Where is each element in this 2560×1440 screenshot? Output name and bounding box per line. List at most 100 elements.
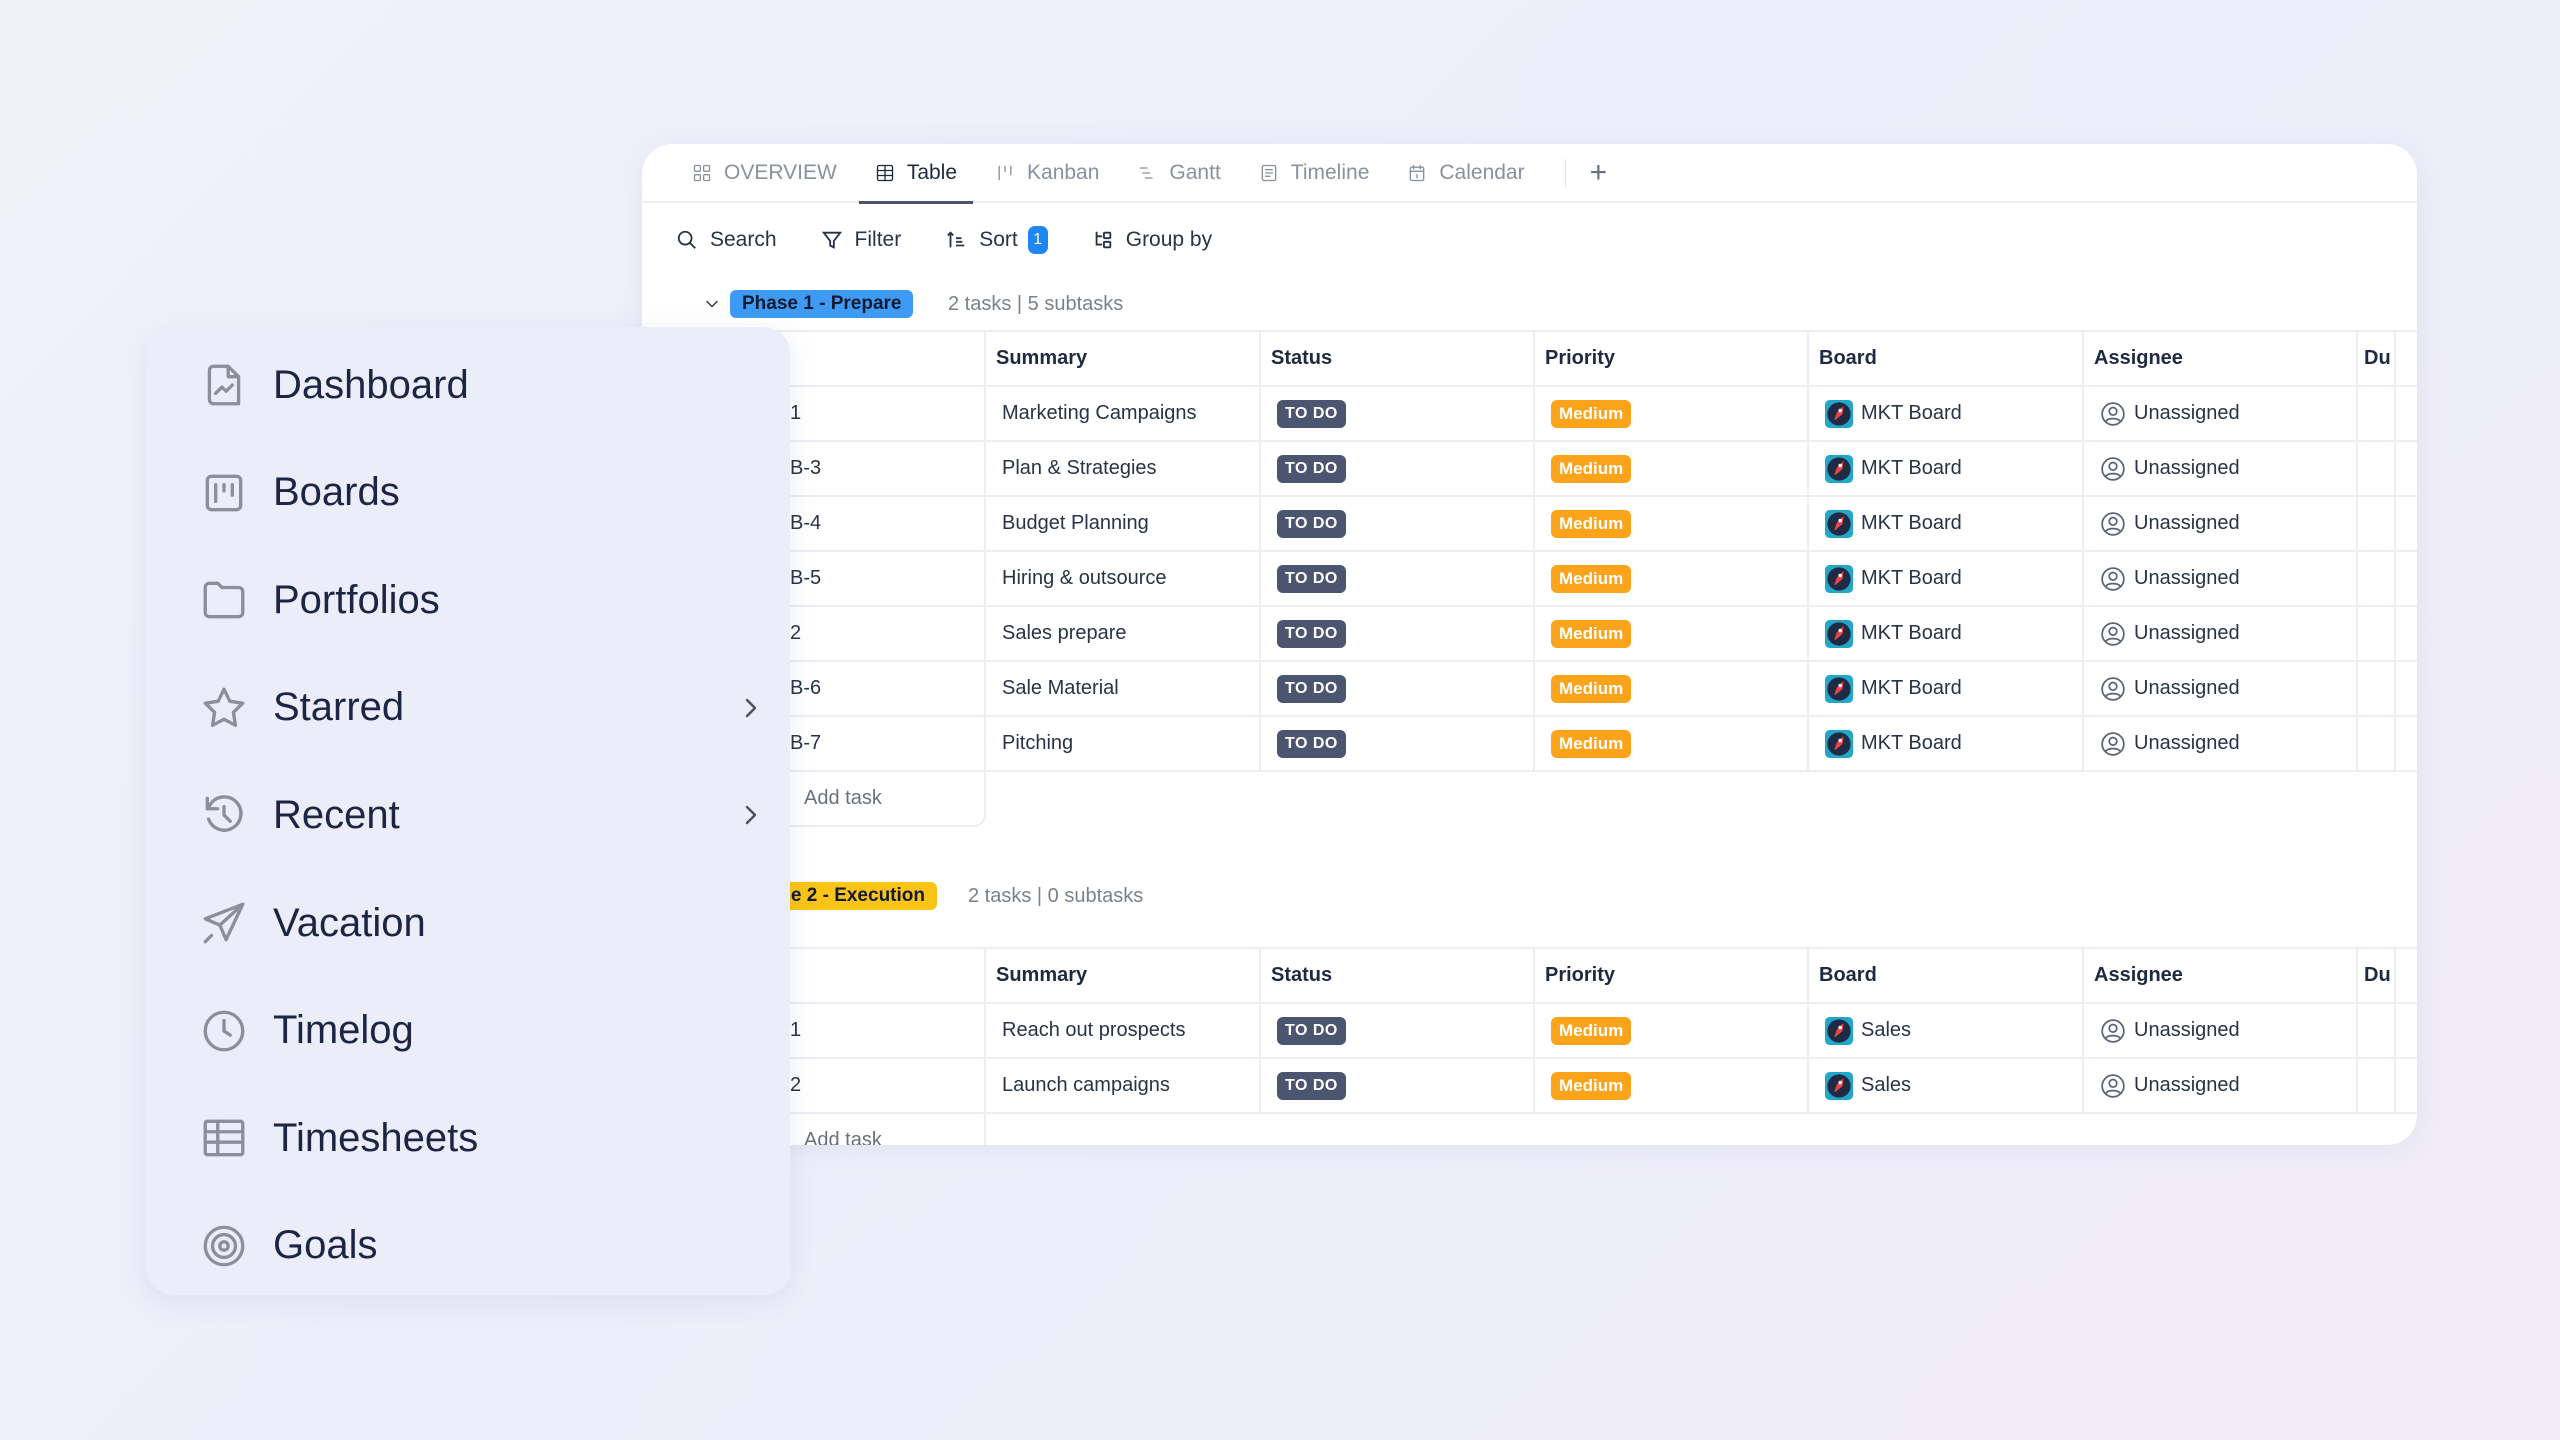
- column-header[interactable]: Assignee: [2084, 949, 2358, 1002]
- tab-timeline[interactable]: Timeline: [1243, 144, 1386, 202]
- column-header[interactable]: Priority: [1535, 949, 1809, 1002]
- status-badge[interactable]: TO DO: [1277, 1016, 1346, 1045]
- priority-cell[interactable]: Medium: [1535, 442, 1809, 495]
- priority-badge[interactable]: Medium: [1551, 619, 1632, 648]
- status-badge[interactable]: TO DO: [1277, 729, 1346, 758]
- sidebar-item-portfolios[interactable]: Portfolios: [147, 555, 790, 645]
- task-summary[interactable]: Marketing Campaigns: [986, 387, 1261, 440]
- sidebar-item-vacation[interactable]: Vacation: [147, 878, 790, 968]
- status-badge[interactable]: TO DO: [1277, 399, 1346, 428]
- group-label-badge[interactable]: Phase 1 - Prepare: [730, 290, 914, 318]
- priority-cell[interactable]: Medium: [1535, 497, 1809, 550]
- due-cell[interactable]: [2358, 387, 2396, 440]
- board-cell[interactable]: MKT Board: [1809, 607, 2084, 660]
- priority-cell[interactable]: Medium: [1535, 662, 1809, 715]
- board-cell[interactable]: MKT Board: [1809, 662, 2084, 715]
- task-summary[interactable]: Launch campaigns: [986, 1059, 1261, 1112]
- task-summary[interactable]: Budget Planning: [986, 497, 1261, 550]
- priority-badge[interactable]: Medium: [1551, 1071, 1632, 1100]
- task-id[interactable]: B-4: [642, 497, 986, 550]
- tab-table[interactable]: Table: [858, 144, 974, 204]
- sidebar-item-boards[interactable]: Boards: [147, 448, 790, 538]
- due-cell[interactable]: [2358, 1059, 2396, 1112]
- due-cell[interactable]: [2358, 497, 2396, 550]
- task-summary[interactable]: Sale Material: [986, 662, 1261, 715]
- status-badge[interactable]: TO DO: [1277, 619, 1346, 648]
- table-row[interactable]: B-7 Pitching TO DO Medium MKT Board Unassigne…: [642, 717, 2417, 772]
- sort-button[interactable]: Sort 1: [945, 226, 1048, 254]
- table-row[interactable]: 2 Launch campaigns TO DO Medium Sales Unassig…: [642, 1059, 2417, 1114]
- assignee[interactable]: Unassigned: [2100, 401, 2240, 427]
- table-row[interactable]: 1 Marketing Campaigns TO DO Medium MKT Board…: [642, 387, 2417, 442]
- due-cell[interactable]: [2358, 662, 2396, 715]
- task-id[interactable]: B-5: [642, 552, 986, 605]
- column-header[interactable]: [642, 949, 986, 1002]
- task-summary[interactable]: Sales prepare: [986, 607, 1261, 660]
- column-header[interactable]: Status: [1261, 332, 1535, 385]
- priority-badge[interactable]: Medium: [1551, 399, 1632, 428]
- column-header[interactable]: Status: [1261, 949, 1535, 1002]
- status-badge[interactable]: TO DO: [1277, 454, 1346, 483]
- priority-cell[interactable]: Medium: [1535, 607, 1809, 660]
- status-cell[interactable]: TO DO: [1261, 552, 1535, 605]
- table-row[interactable]: B-3 Plan & Strategies TO DO Medium MKT Board…: [642, 442, 2417, 497]
- add-task-button[interactable]: Add task: [642, 1114, 986, 1145]
- assignee[interactable]: Unassigned: [2100, 1073, 2240, 1099]
- priority-cell[interactable]: Medium: [1535, 387, 1809, 440]
- column-header[interactable]: Board: [1809, 332, 2084, 385]
- priority-badge[interactable]: Medium: [1551, 564, 1632, 593]
- status-cell[interactable]: TO DO: [1261, 717, 1535, 770]
- column-header[interactable]: Priority: [1535, 332, 1809, 385]
- board-link[interactable]: MKT Board: [1825, 564, 1962, 593]
- status-cell[interactable]: TO DO: [1261, 497, 1535, 550]
- board-cell[interactable]: MKT Board: [1809, 552, 2084, 605]
- board-link[interactable]: MKT Board: [1825, 729, 1962, 758]
- priority-badge[interactable]: Medium: [1551, 454, 1632, 483]
- task-id[interactable]: 2: [642, 607, 986, 660]
- column-header[interactable]: Summary: [986, 332, 1261, 385]
- chevron-down-icon[interactable]: [702, 294, 722, 314]
- status-cell[interactable]: TO DO: [1261, 1004, 1535, 1057]
- task-id[interactable]: 1: [642, 1004, 986, 1057]
- assignee[interactable]: Unassigned: [2100, 621, 2240, 647]
- column-header[interactable]: [642, 332, 986, 385]
- due-cell[interactable]: [2358, 607, 2396, 660]
- sidebar-item-timelog[interactable]: Timelog: [147, 986, 790, 1076]
- due-cell[interactable]: [2358, 442, 2396, 495]
- status-badge[interactable]: TO DO: [1277, 564, 1346, 593]
- board-link[interactable]: MKT Board: [1825, 509, 1962, 538]
- status-cell[interactable]: TO DO: [1261, 442, 1535, 495]
- assignee-cell[interactable]: Unassigned: [2084, 442, 2358, 495]
- column-header[interactable]: Board: [1809, 949, 2084, 1002]
- assignee[interactable]: Unassigned: [2100, 511, 2240, 537]
- table-row[interactable]: B-4 Budget Planning TO DO Medium MKT Board Un…: [642, 497, 2417, 552]
- sidebar-item-starred[interactable]: Starred: [147, 663, 790, 753]
- board-link[interactable]: MKT Board: [1825, 399, 1962, 428]
- board-cell[interactable]: MKT Board: [1809, 497, 2084, 550]
- due-cell[interactable]: [2358, 552, 2396, 605]
- priority-cell[interactable]: Medium: [1535, 717, 1809, 770]
- sidebar-item-dashboard[interactable]: Dashboard: [147, 340, 790, 430]
- tab-calendar[interactable]: Calendar: [1391, 144, 1540, 202]
- status-cell[interactable]: TO DO: [1261, 607, 1535, 660]
- status-cell[interactable]: TO DO: [1261, 1059, 1535, 1112]
- table-row[interactable]: 1 Reach out prospects TO DO Medium Sales Unas…: [642, 1004, 2417, 1059]
- board-link[interactable]: MKT Board: [1825, 674, 1962, 703]
- assignee-cell[interactable]: Unassigned: [2084, 607, 2358, 660]
- column-header[interactable]: Du: [2358, 949, 2396, 1002]
- filter-button[interactable]: Filter: [821, 228, 901, 252]
- board-cell[interactable]: MKT Board: [1809, 442, 2084, 495]
- board-link[interactable]: Sales: [1825, 1071, 1911, 1100]
- assignee-cell[interactable]: Unassigned: [2084, 662, 2358, 715]
- assignee[interactable]: Unassigned: [2100, 731, 2240, 757]
- board-cell[interactable]: Sales: [1809, 1004, 2084, 1057]
- due-cell[interactable]: [2358, 717, 2396, 770]
- assignee-cell[interactable]: Unassigned: [2084, 1004, 2358, 1057]
- priority-cell[interactable]: Medium: [1535, 1004, 1809, 1057]
- priority-badge[interactable]: Medium: [1551, 509, 1632, 538]
- board-link[interactable]: MKT Board: [1825, 454, 1962, 483]
- task-id[interactable]: B-3: [642, 442, 986, 495]
- task-summary[interactable]: Reach out prospects: [986, 1004, 1261, 1057]
- due-cell[interactable]: [2358, 1004, 2396, 1057]
- tab-gantt[interactable]: Gantt: [1121, 144, 1236, 202]
